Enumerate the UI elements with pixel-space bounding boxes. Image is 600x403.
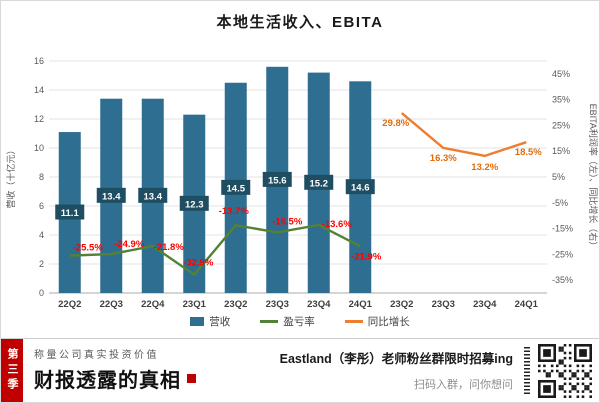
line-swatch	[260, 320, 279, 323]
svg-text:8: 8	[39, 172, 44, 182]
svg-text:13.2%: 13.2%	[471, 162, 498, 173]
svg-text:15.2: 15.2	[310, 178, 329, 189]
bar-value-tag	[262, 171, 292, 187]
svg-text:14.6: 14.6	[351, 183, 370, 194]
svg-text:23Q4: 23Q4	[473, 299, 497, 310]
svg-text:13.4: 13.4	[102, 191, 121, 202]
line-swatch	[344, 320, 363, 323]
svg-text:23Q3: 23Q3	[266, 299, 289, 310]
svg-text:22Q4: 22Q4	[141, 299, 165, 310]
svg-text:-21.9%: -21.9%	[351, 251, 382, 262]
data-labels: 11.1 13.4 13.4 12.3 14.5 15.6 15.2 14.6 -25.5% -2…	[55, 118, 542, 269]
margin-line	[69, 223, 361, 277]
svg-text:-25%: -25%	[552, 249, 573, 259]
recruit-text: Eastland（李彤）老师粉丝群限时招募ing	[279, 352, 513, 366]
bar-value-tag	[179, 195, 209, 211]
svg-text:0: 0	[39, 288, 44, 298]
svg-text:45%: 45%	[552, 69, 570, 79]
legend-label: 同比增长	[367, 316, 410, 328]
svg-text:10: 10	[34, 143, 44, 153]
svg-text:-15%: -15%	[552, 224, 573, 234]
svg-text:25%: 25%	[552, 120, 570, 130]
svg-text:-5%: -5%	[552, 198, 568, 208]
legend-item: 同比增长	[344, 314, 410, 329]
svg-text:24Q1: 24Q1	[515, 299, 539, 310]
seal-icon	[187, 374, 196, 383]
svg-text:-35%: -35%	[552, 275, 573, 285]
svg-text:-32.9%: -32.9%	[183, 258, 214, 269]
svg-text:4: 4	[39, 230, 44, 240]
barcode	[524, 347, 530, 395]
svg-text:-16.5%: -16.5%	[272, 216, 303, 227]
svg-text:35%: 35%	[552, 95, 570, 105]
legend-label: 盈亏率	[283, 316, 315, 328]
footer-recruit-block: Eastland（李彤）老师粉丝群限时招募ing 扫码入群，问你想问	[280, 348, 513, 392]
svg-text:-13.6%: -13.6%	[322, 219, 353, 230]
axis-ticks: 16 14 12 10 8 6 4 2 0 45% 35% 25% 15% 5% -5% -15% -25% -3…	[34, 56, 573, 310]
yoy_growth-line	[400, 112, 527, 158]
svg-text:16.3%: 16.3%	[430, 153, 457, 164]
svg-text:23Q2: 23Q2	[390, 299, 413, 310]
gridlines	[49, 60, 547, 294]
svg-text:14: 14	[34, 85, 44, 95]
svg-text:-25.5%: -25.5%	[73, 243, 104, 254]
svg-text:2: 2	[39, 259, 44, 269]
svg-text:13.4: 13.4	[144, 191, 163, 202]
bar-value-tag	[345, 179, 375, 195]
revenue-ebita-chart: 11.1 13.4 13.4 12.3 14.5 15.6 15.2 14.6 -25.5% -2…	[5, 56, 599, 310]
bar-swatch	[190, 317, 205, 326]
svg-text:-13.7%: -13.7%	[219, 206, 250, 217]
svg-text:-24.9%: -24.9%	[114, 239, 145, 250]
qr-code	[538, 344, 592, 398]
legend-item: 营收	[190, 314, 230, 329]
svg-text:15%: 15%	[552, 146, 570, 156]
svg-text:22Q2: 22Q2	[58, 299, 81, 310]
footer-slogan-row: 财报透露的真相	[34, 364, 196, 393]
bar-value-tag	[55, 204, 85, 220]
legend-item: 盈亏率	[260, 314, 315, 329]
svg-text:22Q3: 22Q3	[100, 299, 123, 310]
bar-value-tag	[304, 174, 334, 190]
left-axis-title: 营收（十亿元）	[5, 145, 16, 208]
svg-text:23Q2: 23Q2	[224, 299, 247, 310]
footer-brand-block: 称量公司真实投资价值 财报透露的真相	[34, 346, 196, 393]
svg-text:15.6: 15.6	[268, 175, 287, 186]
bar-value-tag	[221, 179, 251, 195]
svg-text:18.5%: 18.5%	[515, 147, 542, 158]
season-tag: 第三季	[6, 348, 18, 393]
season-ribbon: 第三季	[1, 339, 23, 402]
scan-hint-text: 扫码入群，问你想问	[414, 379, 513, 391]
svg-text:12: 12	[34, 114, 44, 124]
svg-text:14.5: 14.5	[227, 183, 246, 194]
svg-text:16: 16	[34, 56, 44, 66]
bar-value-tag	[138, 187, 168, 203]
svg-text:5%: 5%	[552, 172, 565, 182]
chart-title: 本地生活收入、EBITA	[216, 14, 384, 31]
footer-banner: 第三季 称量公司真实投资价值 财报透露的真相 Eastland（李彤）老师粉丝群…	[1, 338, 599, 402]
svg-text:29.8%: 29.8%	[382, 118, 409, 129]
bar-value-tag	[96, 187, 126, 203]
footer-tagline: 称量公司真实投资价值	[34, 350, 159, 361]
svg-text:23Q1: 23Q1	[183, 299, 207, 310]
footer-slogan: 财报透露的真相	[34, 370, 181, 392]
svg-text:23Q3: 23Q3	[432, 299, 455, 310]
svg-text:11.1: 11.1	[61, 208, 80, 219]
right-axis-title: EBITA利润率（左）、同比增长（右）	[588, 104, 599, 251]
chart-legend: 营收 盈亏率 同比增长	[1, 314, 599, 329]
svg-text:-21.8%: -21.8%	[154, 242, 185, 253]
trend-lines	[69, 112, 527, 277]
svg-text:6: 6	[39, 201, 44, 211]
svg-text:24Q1: 24Q1	[349, 299, 373, 310]
svg-text:23Q4: 23Q4	[307, 299, 331, 310]
svg-text:12.3: 12.3	[185, 199, 204, 210]
legend-label: 营收	[209, 316, 231, 328]
